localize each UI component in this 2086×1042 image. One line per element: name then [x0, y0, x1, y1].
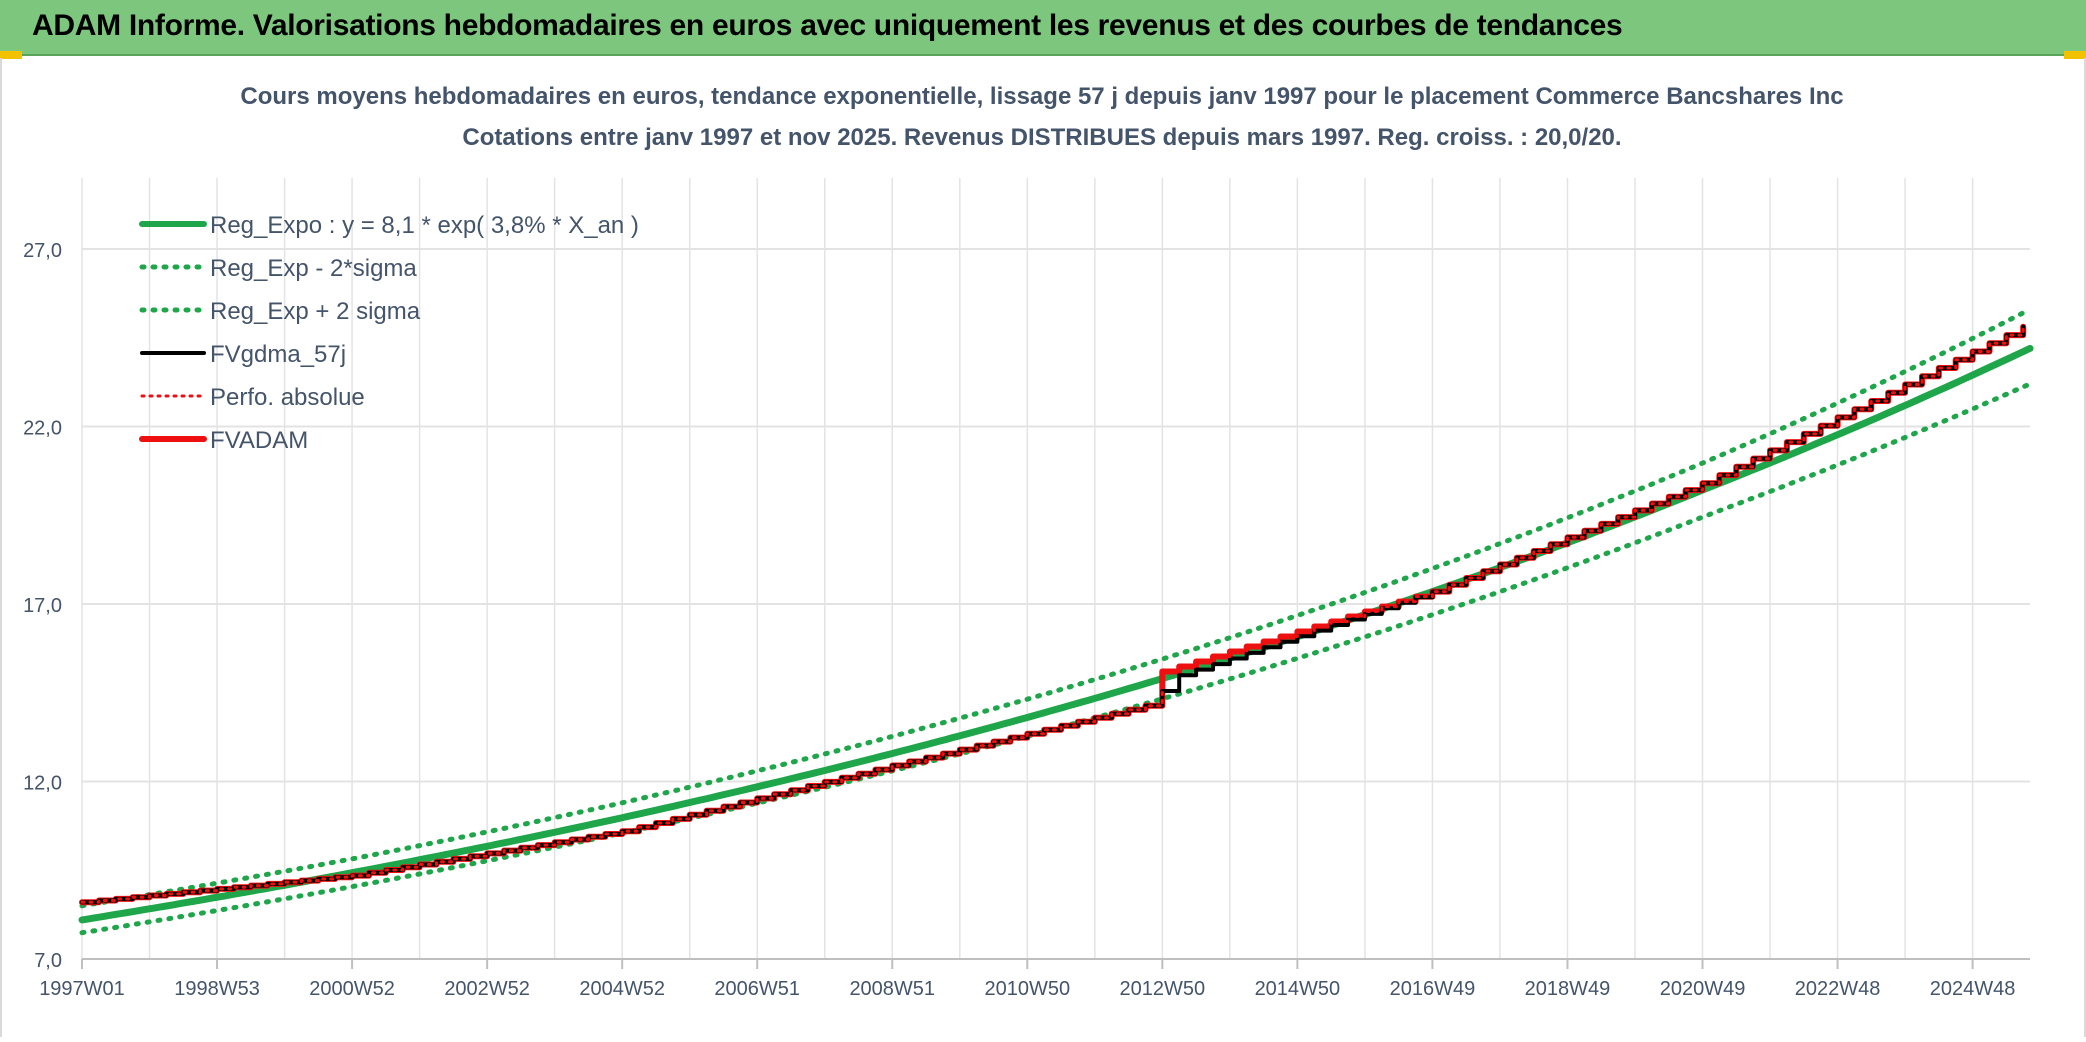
- axes: 7,0 12,0 17,0 22,0 27,0 1997W01 1998W53 2000W52…: [23, 240, 2030, 1000]
- x-tick-label: 1997W01: [39, 978, 125, 1000]
- series-line-reg_exp: [79, 306, 2033, 909]
- x-tick-label: 2014W50: [1255, 978, 1341, 1000]
- series-line-reg_expo: [78, 344, 2034, 924]
- series-line-perfo.: [80, 325, 2025, 904]
- series-line-fvadam: [79, 323, 2027, 906]
- x-tick-label: 2020W49: [1660, 978, 1746, 1000]
- x-tick-label: 2004W52: [579, 978, 665, 1000]
- chart-title-line-1: Cours moyens hebdomadaires en euros, ten…: [240, 83, 1843, 110]
- legend-entry: Reg_Exp + 2 sigma: [210, 298, 421, 325]
- corner-marker-right: [2064, 51, 2086, 59]
- x-tick-label: 2016W49: [1390, 978, 1476, 1000]
- y-tick-label: 22,0: [23, 418, 62, 440]
- x-tick-label: 2018W49: [1525, 978, 1611, 1000]
- corner-marker-left: [0, 51, 22, 59]
- series: [78, 306, 2034, 936]
- report-title: ADAM Informe. Valorisations hebdomadaire…: [32, 9, 1623, 42]
- legend-entry: Reg_Exp - 2*sigma: [210, 255, 417, 282]
- chart-area: Cours moyens hebdomadaires en euros, ten…: [0, 58, 2086, 1037]
- x-tick-label: 2006W51: [714, 978, 800, 1000]
- series-line-fvgdma_57j: [80, 324, 2026, 905]
- x-tick-label: 2008W51: [849, 978, 935, 1000]
- legend-entry: Perfo. absolue: [210, 384, 365, 411]
- x-tick-label: 2012W50: [1120, 978, 1206, 1000]
- x-tick-label: 2024W48: [1930, 978, 2016, 1000]
- x-tick-label: 2002W52: [444, 978, 530, 1000]
- series-line-reg_exp: [79, 381, 2033, 936]
- legend-entry: FVgdma_57j: [210, 341, 346, 368]
- x-tick-label: 1998W53: [174, 978, 260, 1000]
- x-tick-label: 2010W50: [984, 978, 1070, 1000]
- chart-title-line-2: Cotations entre janv 1997 et nov 2025. R…: [462, 124, 1621, 151]
- legend: Reg_Expo : y = 8,1 * exp( 3,8% * X_an ) R…: [139, 212, 639, 454]
- y-tick-label: 7,0: [34, 950, 62, 972]
- line-chart: Cours moyens hebdomadaires en euros, ten…: [23, 83, 2034, 1000]
- legend-entry: FVADAM: [210, 427, 308, 454]
- x-tick-label: 2022W48: [1795, 978, 1881, 1000]
- report-header: ADAM Informe. Valorisations hebdomadaire…: [0, 0, 2086, 56]
- y-tick-label: 17,0: [23, 595, 62, 617]
- y-tick-label: 12,0: [23, 773, 62, 795]
- grid: [81, 178, 2030, 960]
- y-tick-label: 27,0: [23, 240, 62, 262]
- x-tick-label: 2000W52: [309, 978, 395, 1000]
- legend-entry: Reg_Expo : y = 8,1 * exp( 3,8% * X_an ): [210, 212, 639, 239]
